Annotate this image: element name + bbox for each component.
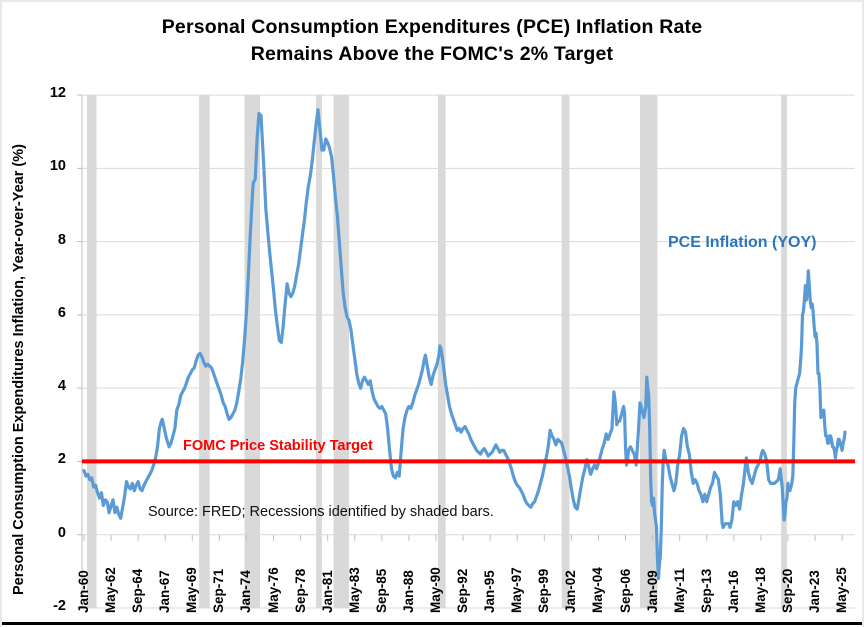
x-tick-label: Jan-02 [563, 570, 579, 613]
x-tick-label: May-76 [265, 567, 281, 613]
x-tick-label: Sep-85 [373, 568, 389, 613]
x-tick-label: May-83 [346, 567, 362, 613]
recession-band [640, 95, 658, 608]
y-tick-label: -2 [53, 597, 66, 614]
y-tick-label: 0 [57, 524, 66, 541]
x-tick-label: Sep-64 [130, 568, 146, 613]
x-tick-label: May-18 [752, 567, 768, 613]
x-tick-label: May-90 [427, 567, 443, 613]
x-tick-label: Jan-67 [157, 570, 173, 613]
x-tick-label: Jan-88 [400, 570, 416, 613]
recession-band [316, 95, 322, 608]
x-tick-label: May-62 [103, 567, 119, 613]
x-tick-label: Sep-92 [455, 568, 471, 613]
x-tick-label: Jan-60 [76, 570, 91, 613]
y-tick-label: 12 [49, 85, 66, 102]
x-tick-label: Sep-20 [779, 568, 795, 613]
x-tick-label: Jan-23 [807, 570, 823, 613]
y-tick-label: 6 [57, 304, 66, 321]
x-tick-label: May-69 [184, 567, 200, 613]
recession-band [199, 95, 210, 608]
x-tick-label: Jan-95 [482, 570, 498, 613]
x-tick-label: Jan-09 [644, 570, 660, 613]
recession-band [781, 95, 788, 608]
x-tick-label: May-11 [671, 567, 687, 613]
x-tick-label: Sep-71 [211, 568, 227, 613]
target-label-annotation: FOMC Price Stability Target [183, 438, 373, 454]
recession-band [333, 95, 349, 608]
y-tick-label: 8 [57, 231, 66, 248]
x-tick-label: Jan-16 [725, 570, 741, 613]
series-label-annotation: PCE Inflation (YOY) [668, 234, 817, 251]
y-tick-label: 2 [57, 451, 66, 468]
x-tick-label: Jan-81 [319, 570, 335, 613]
x-tick-label: Jan-74 [238, 570, 254, 613]
recession-band [244, 95, 260, 608]
chart-title-line1: Personal Consumption Expenditures (PCE) … [161, 16, 703, 38]
bottom-border-rule [2, 622, 862, 625]
x-tick-label: Sep-78 [292, 568, 308, 613]
source-note: Source: FRED; Recessions identified by s… [148, 504, 494, 520]
chart-title: Personal Consumption Expenditures (PCE) … [2, 14, 862, 68]
x-tick-label: May-04 [590, 567, 606, 613]
recession-band [86, 95, 97, 608]
x-tick-label: Sep-99 [536, 568, 552, 613]
x-tick-label: Sep-13 [698, 568, 714, 613]
y-tick-label: 4 [57, 378, 66, 395]
y-axis-title: Personal Consumption Expenditures Inflat… [11, 144, 27, 595]
y-tick-label: 10 [49, 158, 66, 175]
x-tick-label: Sep-06 [617, 568, 633, 613]
x-tick-label: May-97 [509, 567, 525, 613]
x-tick-label: May-25 [834, 567, 850, 613]
chart-title-line2: Remains Above the FOMC's 2% Target [250, 43, 614, 65]
recession-band [561, 95, 570, 608]
